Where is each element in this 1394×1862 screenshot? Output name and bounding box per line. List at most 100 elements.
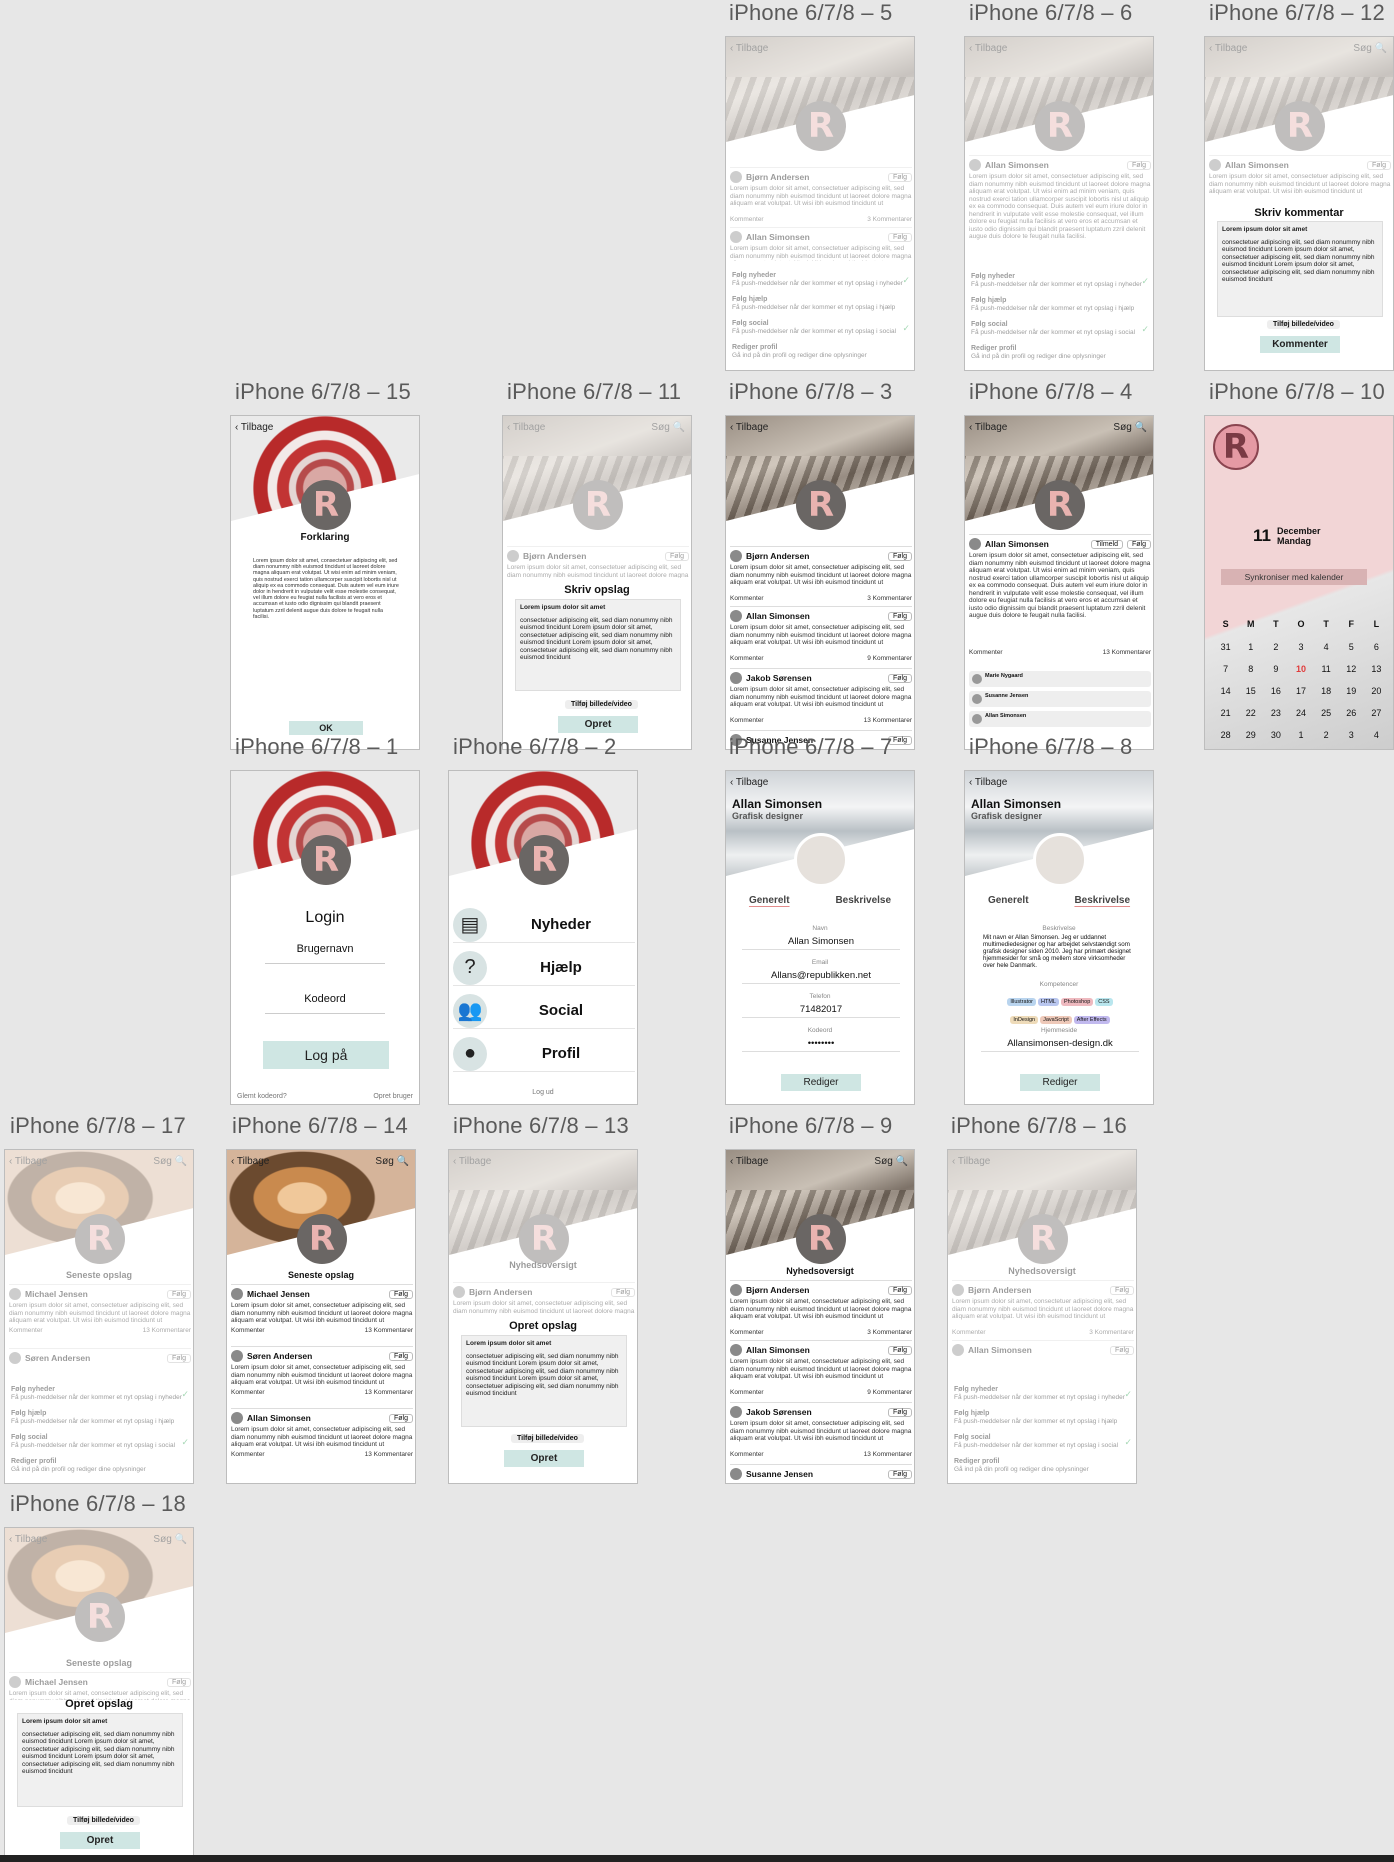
back-button[interactable]: ‹ Tilbage — [231, 1156, 270, 1167]
search-button[interactable]: Søg 🔍 — [375, 1156, 409, 1167]
phone-field[interactable]: 71482017 — [742, 1004, 900, 1018]
tab-general[interactable]: Generelt — [748, 895, 790, 906]
follow-button[interactable]: Følg — [888, 673, 912, 683]
menu-item-social[interactable]: 👥 Social — [453, 993, 635, 1029]
back-button[interactable]: ‹ Tilbage — [952, 1156, 991, 1167]
search-button[interactable]: Søg 🔍 — [651, 422, 685, 433]
edit-button[interactable]: Rediger — [1020, 1074, 1100, 1091]
back-button[interactable]: ‹ Tilbage — [730, 422, 769, 433]
screen-14[interactable]: R ‹ Tilbage Søg 🔍 Seneste opslag Michael … — [226, 1149, 416, 1484]
back-button[interactable]: ‹ Tilbage — [9, 1156, 48, 1167]
search-button[interactable]: Søg 🔍 — [874, 1156, 908, 1167]
screen-9[interactable]: R ‹ Tilbage Søg 🔍 Nyhedsoversigt Bjørn An… — [725, 1149, 915, 1484]
back-button[interactable]: ‹ Tilbage — [969, 43, 1008, 54]
add-media-button[interactable]: Tilføj billede/video — [565, 700, 638, 709]
comment-link[interactable]: Kommenter — [730, 655, 764, 662]
artboard-label[interactable]: iPhone 6/7/8 – 14 — [232, 1113, 408, 1138]
post-textarea[interactable]: Lorem ipsum dolor sit amet consectetuer a… — [17, 1713, 183, 1807]
artboard-label[interactable]: iPhone 6/7/8 – 3 — [729, 379, 893, 404]
follow-button[interactable]: Følg — [389, 1413, 413, 1423]
create-button[interactable]: Opret — [558, 716, 638, 733]
screen-4[interactable]: R ‹ Tilbage Søg 🔍 Allan Simonsen Tilmeld Fø… — [964, 415, 1154, 750]
screen-6[interactable]: R ‹ Tilbage Allan Simonsen Følg Lorem ipsu… — [964, 36, 1154, 371]
comment-link[interactable]: Kommenter — [730, 1389, 764, 1396]
search-button[interactable]: Søg 🔍 — [1113, 422, 1147, 433]
artboard-label[interactable]: iPhone 6/7/8 – 8 — [969, 734, 1133, 759]
comment-link[interactable]: Kommenter — [231, 1451, 265, 1458]
follow-button[interactable]: Følg — [888, 611, 912, 621]
back-button[interactable]: ‹ Tilbage — [507, 422, 546, 433]
website-field[interactable]: Allansimonsen-design.dk — [981, 1038, 1139, 1052]
tab-description[interactable]: Beskrivelse — [835, 895, 892, 906]
screen-15[interactable]: R ‹ Tilbage Forklaring Lorem ipsum dolor… — [230, 415, 420, 750]
follow-button[interactable]: Følg — [389, 1351, 413, 1361]
comment-link[interactable]: Kommenter — [730, 1329, 764, 1336]
tab-description[interactable]: Beskrivelse — [1074, 895, 1131, 906]
post-textarea[interactable]: Lorem ipsum dolor sit amet consectetuer a… — [461, 1335, 627, 1427]
follow-button[interactable]: Følg — [1127, 539, 1151, 549]
follow-button[interactable]: Følg — [888, 1469, 912, 1479]
search-button[interactable]: Søg 🔍 — [153, 1534, 187, 1545]
artboard-label[interactable]: iPhone 6/7/8 – 1 — [235, 734, 399, 759]
artboard-label[interactable]: iPhone 6/7/8 – 4 — [969, 379, 1133, 404]
forgot-password-link[interactable]: Glemt kodeord? — [237, 1093, 287, 1100]
password-input[interactable]: Kodeord — [265, 993, 385, 1014]
back-button[interactable]: ‹ Tilbage — [969, 422, 1008, 433]
back-button[interactable]: ‹ Tilbage — [453, 1156, 492, 1167]
screen-3[interactable]: R ‹ Tilbage Bjørn Andersen Følg Lorem ipsu… — [725, 415, 915, 750]
post-textarea[interactable]: Lorem ipsum dolor sit amet consectetuer a… — [515, 599, 681, 691]
search-button[interactable]: Søg 🔍 — [1353, 43, 1387, 54]
comment-submit-button[interactable]: Kommenter — [1260, 336, 1340, 353]
comment-link[interactable]: Kommenter — [231, 1389, 265, 1396]
screen-1[interactable]: R Login Brugernavn Kodeord Log på Glemt … — [230, 770, 420, 1105]
screen-5[interactable]: R ‹ Tilbage Bjørn Andersen Følg Lorem ipsu… — [725, 36, 915, 371]
follow-button[interactable]: Følg — [888, 551, 912, 561]
back-button[interactable]: ‹ Tilbage — [235, 422, 274, 433]
back-button[interactable]: ‹ Tilbage — [1209, 43, 1248, 54]
artboard-label[interactable]: iPhone 6/7/8 – 5 — [729, 0, 893, 25]
follow-button[interactable]: Følg — [888, 172, 912, 182]
artboard-label[interactable]: iPhone 6/7/8 – 17 — [10, 1113, 186, 1138]
comment-link[interactable]: Kommenter — [231, 1327, 265, 1334]
artboard-label[interactable]: iPhone 6/7/8 – 13 — [453, 1113, 629, 1138]
name-field[interactable]: Allan Simonsen — [742, 936, 900, 950]
follow-button[interactable]: Følg — [1127, 160, 1151, 170]
back-button[interactable]: ‹ Tilbage — [730, 777, 769, 788]
create-button[interactable]: Opret — [504, 1450, 584, 1467]
search-button[interactable]: Søg 🔍 — [153, 1156, 187, 1167]
comment-textarea[interactable]: Lorem ipsum dolor sit amet consectetuer a… — [1217, 221, 1383, 317]
create-user-link[interactable]: Opret bruger — [373, 1093, 413, 1100]
back-button[interactable]: ‹ Tilbage — [730, 43, 769, 54]
screen-11[interactable]: R ‹ Tilbage Søg 🔍 Bjørn Andersen Følg Lorem… — [502, 415, 692, 750]
artboard-label[interactable]: iPhone 6/7/8 – 9 — [729, 1113, 893, 1138]
artboard-label[interactable]: iPhone 6/7/8 – 11 — [507, 379, 682, 404]
artboard-label[interactable]: iPhone 6/7/8 – 12 — [1209, 0, 1385, 25]
screen-16[interactable]: R ‹ Tilbage Nyhedsoversigt Bjørn Anderse… — [947, 1149, 1137, 1484]
add-media-button[interactable]: Tilføj billede/video — [1267, 320, 1340, 329]
follow-button[interactable]: Følg — [888, 735, 912, 745]
menu-item-profile[interactable]: ● Profil — [453, 1036, 635, 1072]
comment-link[interactable]: Kommenter — [730, 216, 764, 223]
artboard-label[interactable]: iPhone 6/7/8 – 18 — [10, 1491, 186, 1516]
sync-calendar-button[interactable]: Synkroniser med kalender — [1221, 569, 1367, 585]
password-field[interactable]: •••••••• — [742, 1038, 900, 1052]
screen-7[interactable]: ‹ Tilbage Allan Simonsen Grafisk designe… — [725, 770, 915, 1105]
artboard-label[interactable]: iPhone 6/7/8 – 7 — [729, 734, 893, 759]
add-media-button[interactable]: Tilføj billede/video — [511, 1434, 584, 1443]
artboard-label[interactable]: iPhone 6/7/8 – 15 — [235, 379, 411, 404]
login-button[interactable]: Log på — [263, 1041, 389, 1069]
follow-button[interactable]: Følg — [888, 1345, 912, 1355]
add-media-button[interactable]: Tilføj billede/video — [67, 1816, 140, 1825]
back-button[interactable]: ‹ Tilbage — [969, 777, 1008, 788]
screen-13[interactable]: R ‹ Tilbage Nyhedsoversigt Bjørn Anderse… — [448, 1149, 638, 1484]
screen-18[interactable]: R ‹ Tilbage Søg 🔍 Seneste opslag Michael … — [4, 1527, 194, 1862]
artboard-label[interactable]: iPhone 6/7/8 – 16 — [951, 1113, 1127, 1138]
back-button[interactable]: ‹ Tilbage — [730, 1156, 769, 1167]
artboard-label[interactable]: iPhone 6/7/8 – 10 — [1209, 379, 1385, 404]
screen-17[interactable]: R ‹ Tilbage Søg 🔍 Seneste opslag Michael … — [4, 1149, 194, 1484]
ok-button[interactable]: OK — [289, 721, 363, 735]
comment-link[interactable]: Kommenter — [730, 1451, 764, 1458]
logout-link[interactable]: Log ud — [532, 1089, 554, 1096]
follow-button[interactable]: Følg — [888, 1285, 912, 1295]
menu-item-news[interactable]: ▤ Nyheder — [453, 907, 635, 943]
